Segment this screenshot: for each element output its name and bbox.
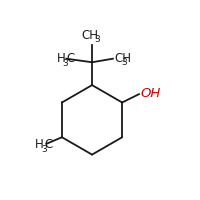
- Text: C: C: [66, 52, 74, 65]
- Text: OH: OH: [140, 87, 161, 100]
- Text: 3: 3: [94, 35, 100, 44]
- Text: 3: 3: [63, 59, 69, 68]
- Text: C: C: [44, 138, 53, 151]
- Text: 3: 3: [41, 145, 47, 154]
- Text: H: H: [56, 52, 65, 65]
- Text: H: H: [35, 138, 43, 151]
- Text: 3: 3: [121, 58, 127, 67]
- Text: CH: CH: [114, 52, 131, 65]
- Text: CH: CH: [81, 29, 98, 42]
